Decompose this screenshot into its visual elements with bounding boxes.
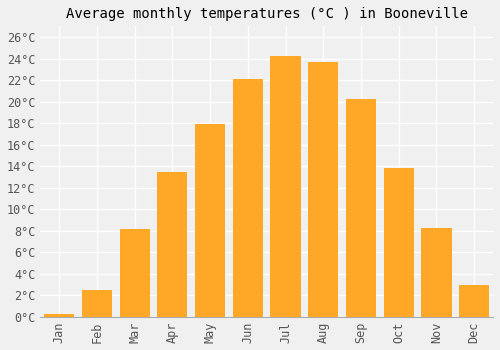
- Bar: [195, 124, 225, 317]
- Bar: [346, 99, 376, 317]
- Bar: [232, 79, 263, 317]
- Bar: [44, 314, 74, 317]
- Bar: [82, 290, 112, 317]
- Title: Average monthly temperatures (°C ) in Booneville: Average monthly temperatures (°C ) in Bo…: [66, 7, 468, 21]
- Bar: [459, 285, 490, 317]
- Bar: [120, 229, 150, 317]
- Bar: [308, 62, 338, 317]
- Bar: [158, 172, 188, 317]
- Bar: [384, 168, 414, 317]
- Bar: [422, 228, 452, 317]
- Bar: [270, 56, 300, 317]
